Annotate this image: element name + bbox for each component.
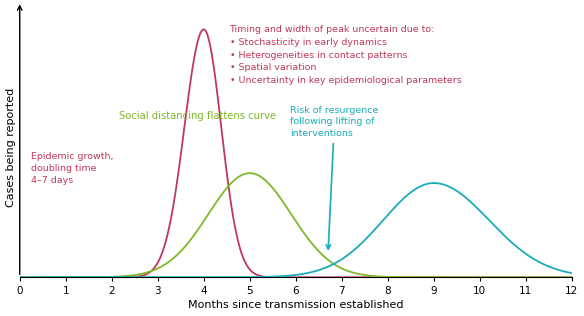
Text: Risk of resurgence
following lifting of
interventions: Risk of resurgence following lifting of … bbox=[290, 106, 378, 249]
Text: Social distancing flattens curve: Social distancing flattens curve bbox=[119, 111, 276, 121]
Text: Epidemic growth,
doubling time
4–7 days: Epidemic growth, doubling time 4–7 days bbox=[31, 152, 113, 185]
Y-axis label: Cases being reported: Cases being reported bbox=[6, 88, 16, 207]
X-axis label: Months since transmission established: Months since transmission established bbox=[188, 301, 404, 310]
Text: Timing and width of peak uncertain due to:
• Stochasticity in early dynamics
• H: Timing and width of peak uncertain due t… bbox=[230, 25, 461, 85]
